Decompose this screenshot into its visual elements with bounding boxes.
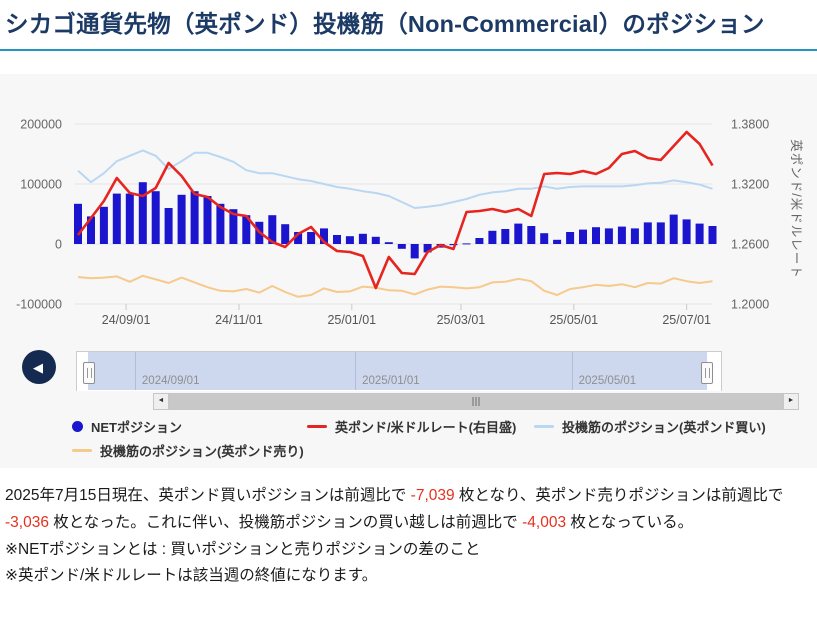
svg-text:英ポンド/米ドルレート: 英ポンド/米ドルレート [789,139,803,278]
svg-text:1.2000: 1.2000 [731,298,769,312]
net-position-swatch [72,421,83,432]
short-position-swatch [72,449,92,452]
svg-text:-100000: -100000 [16,298,62,312]
svg-text:200000: 200000 [20,118,62,132]
navigator-left-handle[interactable] [83,362,95,384]
handle-grip-icon [704,368,710,378]
navigator-scrollbar: ◄ ► [153,393,799,410]
legend-item-short-position[interactable]: 投機筋のポジション(英ポンド売り) [72,441,304,460]
navigator-selected-range[interactable]: 2024/09/01 2025/01/01 2025/05/01 [88,352,707,390]
svg-text:24/11/01: 24/11/01 [215,313,263,327]
svg-text:25/03/01: 25/03/01 [437,313,486,327]
chart-panel: 200000 1.3800 100000 1.3200 0 1.2600 -100000 1.… [0,74,817,468]
legend-label: 投機筋のポジション(英ポンド買い) [562,420,766,435]
handle-grip-icon [86,368,92,378]
legend-item-gbpusd-rate[interactable]: 英ポンド/米ドルレート(右目盛) [307,417,534,436]
range-navigator: 2024/09/01 2025/01/01 2025/05/01 ◄ ► [76,351,799,410]
svg-text:25/07/01: 25/07/01 [662,313,711,327]
scroll-back-button[interactable]: ◀ [22,350,56,384]
legend-label: 英ポンド/米ドルレート(右目盛) [335,420,517,435]
gbpusd-rate-swatch [307,425,327,428]
svg-text:25/01/01: 25/01/01 [327,313,376,327]
svg-text:1.3800: 1.3800 [731,118,769,132]
svg-text:1.2600: 1.2600 [731,238,769,252]
svg-text:0: 0 [55,238,62,252]
title-divider [0,49,817,51]
legend-row: 投機筋のポジション(英ポンド売り) [0,441,817,460]
chart-legend: NETポジション 英ポンド/米ドルレート(右目盛) 投機筋のポジション(英ポンド… [0,417,817,465]
scrollbar-grip[interactable] [472,397,480,406]
legend-row: NETポジション 英ポンド/米ドルレート(右目盛) 投機筋のポジション(英ポンド… [0,417,817,436]
summary-text: 2025年7月15日現在、英ポンド買いポジションは前週比で -7,039 枚とな… [5,487,784,531]
note-rate-definition: ※英ポンド/米ドルレートは該当週の終値になります。 [5,567,378,584]
svg-text:1.3200: 1.3200 [731,178,769,192]
right-arrow-icon: ► [787,397,795,404]
scrollbar-left-arrow[interactable]: ◄ [153,393,169,410]
left-arrow-icon: ◄ [157,397,165,404]
long-position-swatch [534,425,554,428]
svg-text:100000: 100000 [20,178,62,192]
svg-text:24/09/01: 24/09/01 [102,313,151,327]
navigator-row: ◀ 2024/09/01 2025/01/01 2025/05/01 ◄ ► [0,350,817,412]
scrollbar-track[interactable] [169,393,783,410]
scrollbar-right-arrow[interactable]: ► [783,393,799,410]
page-title: シカゴ通貨先物（英ポンド）投機筋（Non-Commercial）のポジション [5,11,765,37]
svg-text:25/05/01: 25/05/01 [549,313,598,327]
note-net-definition: ※NETポジションとは : 買いポジションと売りポジションの差のこと [5,541,481,558]
legend-item-long-position[interactable]: 投機筋のポジション(英ポンド買い) [534,417,766,436]
left-triangle-icon: ◀ [33,359,43,375]
navigator-right-handle[interactable] [701,362,713,384]
legend-label: 投機筋のポジション(英ポンド売り) [100,444,304,459]
legend-item-net-position[interactable]: NETポジション [72,417,307,436]
legend-label: NETポジション [91,420,183,435]
chart-plot-area[interactable]: 200000 1.3800 100000 1.3200 0 1.2600 -100000 1.… [0,74,817,346]
